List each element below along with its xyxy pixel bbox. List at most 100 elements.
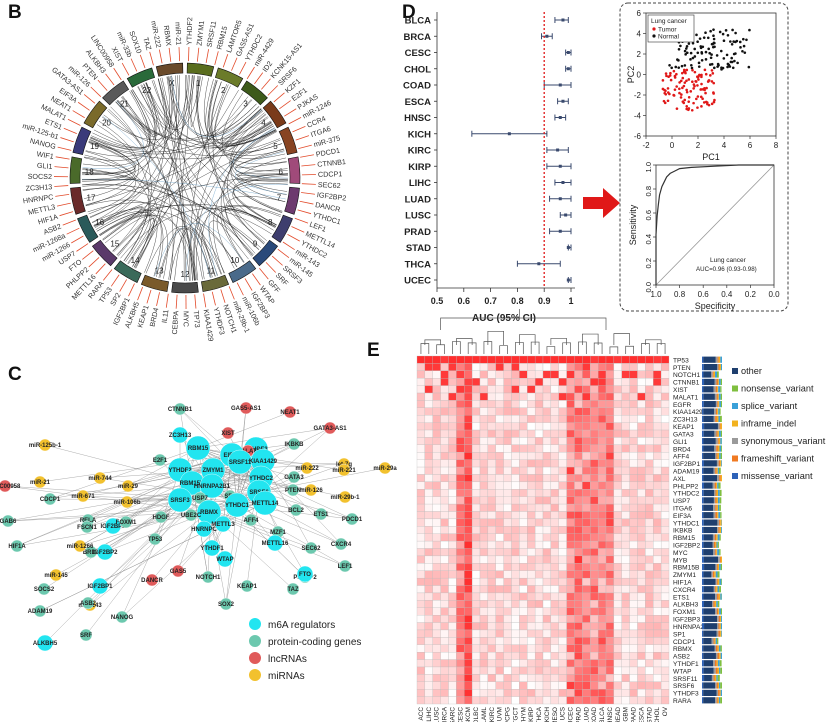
heatmap-cell bbox=[432, 392, 441, 401]
heatmap-cell bbox=[448, 659, 457, 668]
mutation-bar-segment bbox=[714, 482, 717, 489]
mutation-bar-segment bbox=[716, 549, 718, 556]
network-node-label: KIAA1429 bbox=[249, 459, 278, 465]
forest-category-label: KICH bbox=[408, 129, 431, 140]
heatmap-cell bbox=[566, 696, 575, 705]
heatmap-cell bbox=[464, 385, 473, 394]
heatmap-cell bbox=[511, 452, 520, 460]
heatmap-cell bbox=[660, 459, 670, 468]
heatmap-cell bbox=[503, 607, 512, 616]
heatmap-cell bbox=[605, 644, 615, 653]
heatmap-cell bbox=[487, 577, 496, 586]
heatmap-cell bbox=[519, 496, 528, 505]
heatmap-cell bbox=[432, 555, 441, 564]
heatmap-cell bbox=[574, 496, 583, 505]
heatmap-cell bbox=[542, 548, 552, 557]
heatmap-cell bbox=[590, 496, 599, 505]
heatmap-cell bbox=[574, 481, 583, 490]
circos-link bbox=[145, 82, 277, 147]
heatmap-cell bbox=[479, 592, 489, 601]
heatmap-cell bbox=[629, 592, 638, 601]
mutation-bar-segment bbox=[717, 423, 720, 430]
heatmap-cell bbox=[637, 511, 646, 520]
heatmap-cell bbox=[621, 481, 630, 490]
heatmap-cell bbox=[613, 385, 622, 394]
heatmap-cell bbox=[456, 644, 465, 653]
gene-tick bbox=[220, 289, 226, 303]
heatmap-cancer-label: READ bbox=[615, 707, 622, 722]
heatmap-cell bbox=[645, 459, 654, 468]
heatmap-cell bbox=[597, 518, 607, 527]
mutation-bar-segment bbox=[717, 408, 719, 415]
forest-category-label: BLCA bbox=[405, 16, 432, 27]
pca-x-axis-label: PC1 bbox=[702, 152, 720, 162]
heatmap-cell bbox=[597, 526, 607, 534]
heatmap-cell bbox=[440, 637, 449, 645]
heatmap-cell bbox=[464, 429, 473, 438]
heatmap-cell bbox=[613, 533, 622, 542]
heatmap-cell bbox=[479, 644, 489, 653]
mutation-bar-segment bbox=[713, 541, 716, 548]
heatmap-cell bbox=[464, 629, 473, 638]
mutation-bar-segment bbox=[712, 541, 714, 548]
heatmap-cell bbox=[456, 600, 465, 608]
mutation-bar-segment bbox=[702, 489, 704, 497]
heatmap-cell bbox=[597, 607, 607, 616]
gene-tick bbox=[277, 248, 290, 259]
heatmap-cell bbox=[432, 674, 441, 682]
heatmap-cell bbox=[534, 540, 544, 549]
heatmap-cell bbox=[424, 548, 433, 557]
heatmap-cell bbox=[613, 400, 622, 408]
heatmap-cell bbox=[487, 422, 496, 431]
pca-point-normal bbox=[695, 33, 698, 37]
heatmap-cell bbox=[613, 370, 622, 379]
heatmap-cell bbox=[471, 444, 481, 453]
heatmap-cell bbox=[456, 407, 465, 416]
heatmap-cell bbox=[542, 452, 552, 460]
heatmap-cell bbox=[527, 533, 536, 542]
heatmap-cell bbox=[416, 666, 426, 675]
heatmap-cell bbox=[566, 355, 575, 364]
heatmap-cell bbox=[503, 563, 512, 571]
heatmap-cell bbox=[653, 659, 662, 668]
network-node bbox=[171, 426, 189, 444]
heatmap-cell bbox=[660, 422, 670, 431]
heatmap-cell bbox=[597, 570, 607, 579]
heatmap-cell bbox=[424, 659, 433, 668]
heatmap-cell bbox=[558, 622, 567, 631]
heatmap-cell bbox=[566, 444, 575, 453]
heatmap-cell bbox=[637, 570, 646, 579]
heatmap-cell bbox=[487, 689, 496, 697]
heatmap-cell bbox=[613, 481, 622, 490]
circos-link bbox=[115, 101, 249, 260]
heatmap-cell bbox=[550, 533, 559, 542]
heatmap-cell bbox=[487, 392, 496, 401]
circos-link bbox=[85, 151, 162, 277]
mutation-bar-segment bbox=[719, 519, 721, 526]
mutation-bar-segment bbox=[717, 645, 719, 652]
network-node-label: METTL3 bbox=[211, 522, 235, 528]
heatmap-cell bbox=[487, 437, 496, 446]
mutation-bar-segment bbox=[702, 378, 705, 386]
heatmap-cell bbox=[550, 407, 559, 416]
heatmap-cell bbox=[456, 437, 465, 446]
heatmap-cell bbox=[448, 422, 457, 431]
pca-point-normal bbox=[720, 66, 723, 70]
network-node-label: TAZ bbox=[287, 587, 299, 593]
heatmap-cell bbox=[527, 474, 536, 483]
heatmap-cell bbox=[558, 526, 567, 534]
heatmap-cell bbox=[424, 466, 433, 475]
mutation-bar-segment bbox=[702, 534, 704, 541]
heatmap-gene-label: KIAA1429 bbox=[673, 409, 703, 416]
pca-point-tumor bbox=[681, 86, 684, 90]
heatmap-cell bbox=[487, 503, 496, 512]
heatmap-cancer-label: SKCM bbox=[465, 707, 472, 722]
pca-point-normal bbox=[697, 61, 701, 65]
heatmap-gene-label: RBM15B bbox=[673, 565, 700, 572]
heatmap-cell bbox=[479, 429, 489, 438]
gene-tick bbox=[279, 100, 291, 110]
heatmap-cell bbox=[653, 489, 662, 497]
mutation-bar-segment bbox=[702, 563, 705, 571]
network-node bbox=[80, 520, 94, 534]
chromosome-segment bbox=[271, 214, 293, 243]
